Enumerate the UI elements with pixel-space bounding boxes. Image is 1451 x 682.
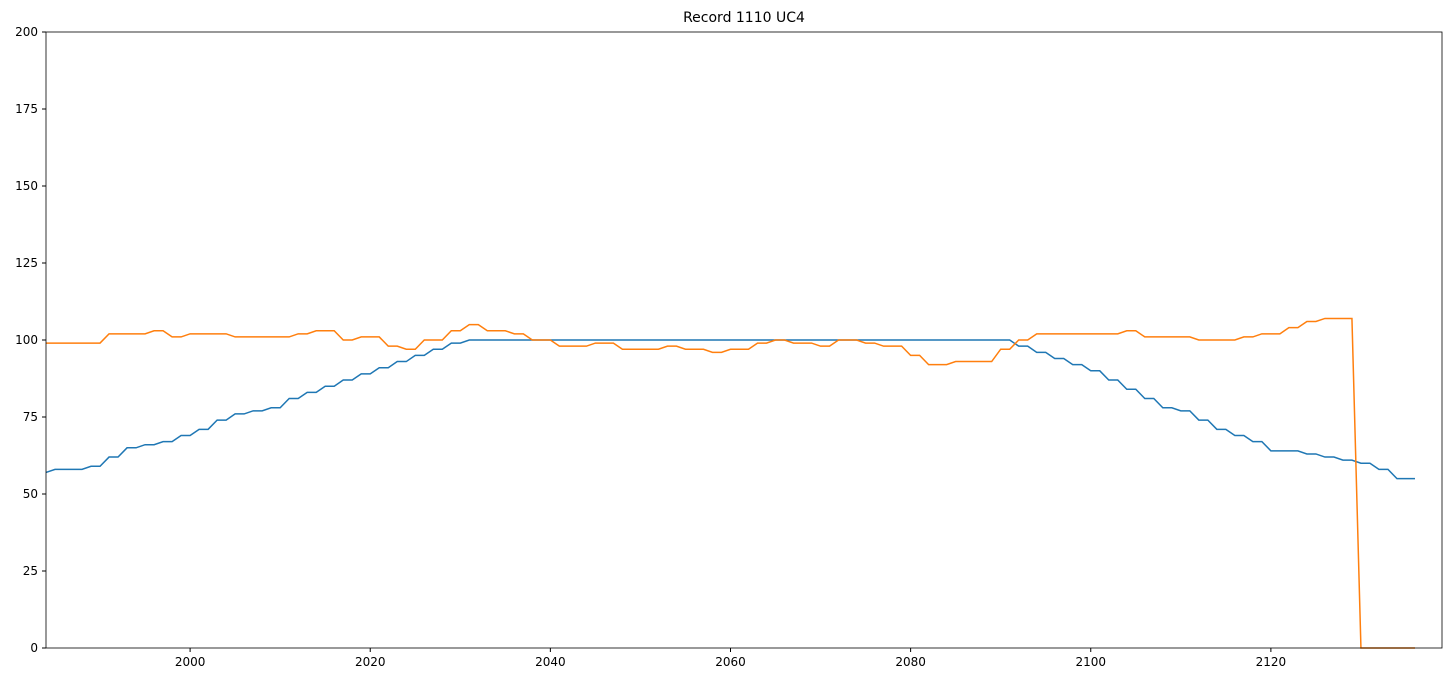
x-tick-label: 2020 bbox=[355, 655, 386, 669]
x-tick-label: 2120 bbox=[1256, 655, 1287, 669]
plot-frame bbox=[45, 31, 1443, 649]
x-tick-label: 2100 bbox=[1075, 655, 1106, 669]
x-tick-label: 2040 bbox=[535, 655, 566, 669]
chart-title: Record 1110 UC4 bbox=[683, 10, 805, 26]
y-tick-label: 175 bbox=[15, 102, 38, 116]
y-tick-label: 25 bbox=[23, 564, 38, 578]
series-line bbox=[45, 339, 1415, 480]
y-tick-label: 75 bbox=[23, 410, 38, 424]
y-tick-label: 125 bbox=[15, 256, 38, 270]
x-tick-label: 2080 bbox=[895, 655, 926, 669]
y-tick-label: 200 bbox=[15, 25, 38, 39]
y-tick-label: 100 bbox=[15, 333, 38, 347]
x-tick-label: 2000 bbox=[175, 655, 206, 669]
x-tick-label: 2060 bbox=[715, 655, 746, 669]
y-tick-label: 0 bbox=[30, 641, 38, 655]
series-line bbox=[46, 317, 1415, 649]
y-tick-label: 50 bbox=[23, 487, 38, 501]
y-tick-label: 150 bbox=[15, 179, 38, 193]
